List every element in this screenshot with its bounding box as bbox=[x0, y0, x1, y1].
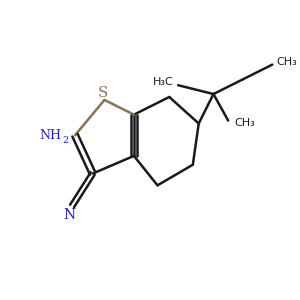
Text: NH: NH bbox=[39, 129, 61, 142]
Text: H₃C: H₃C bbox=[153, 77, 174, 87]
Text: S: S bbox=[98, 85, 108, 100]
Text: CH₃: CH₃ bbox=[234, 118, 255, 128]
Text: N: N bbox=[63, 208, 75, 222]
Text: CH₃: CH₃ bbox=[277, 57, 298, 67]
Text: 2: 2 bbox=[62, 136, 68, 145]
